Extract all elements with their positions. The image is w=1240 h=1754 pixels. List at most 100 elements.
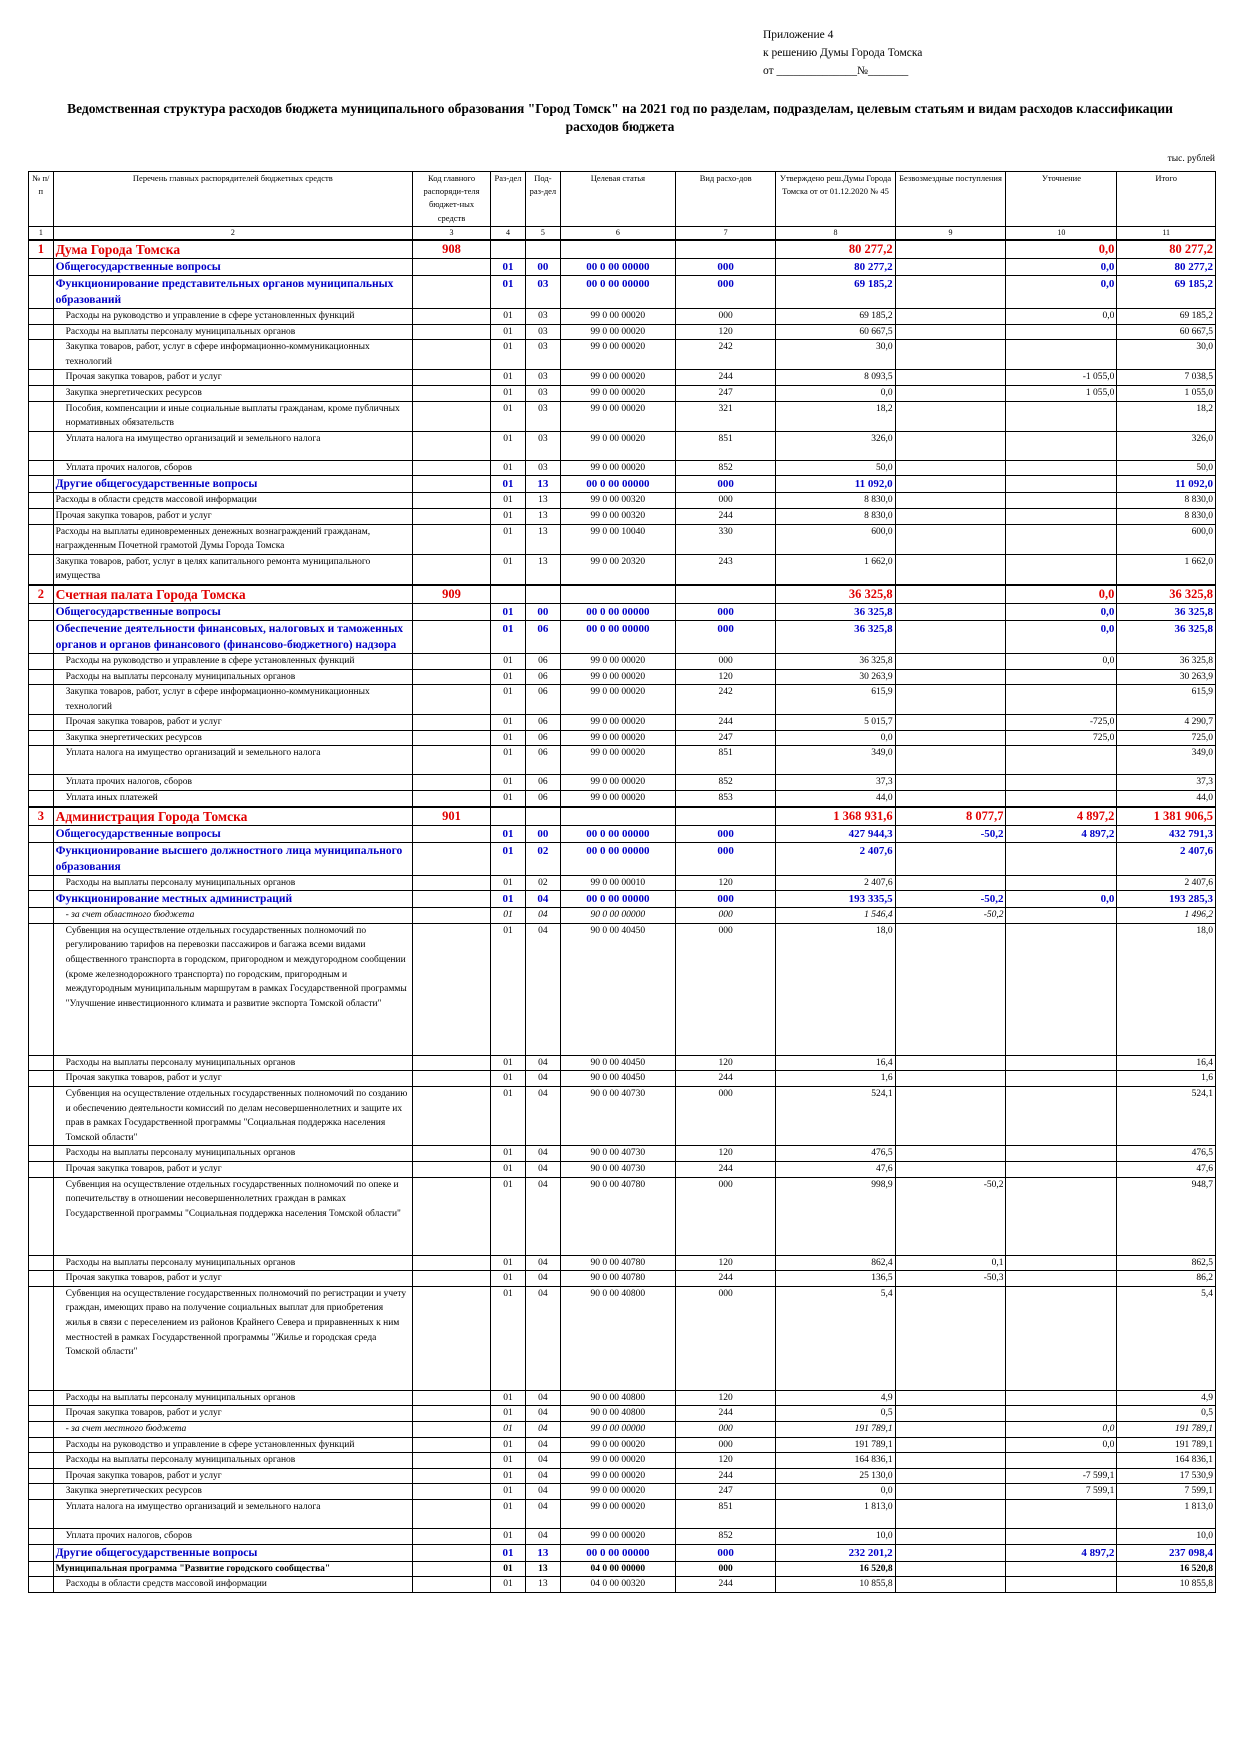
row-total-amount: 16 520,8 (1116, 1560, 1216, 1578)
row-target-article: 99 0 00 00020 (559, 430, 676, 461)
row-number (28, 729, 54, 747)
row-total-amount: 18,2 (1116, 400, 1216, 432)
row-number (28, 890, 54, 909)
row-number (28, 507, 54, 525)
row-number (28, 745, 54, 776)
row-total-amount: 191 789,1 (1116, 1436, 1216, 1454)
row-name: Пособия, компенсации и иные социальные в… (52, 400, 414, 432)
row-total-amount: 18,0 (1116, 922, 1216, 1056)
row-target-article: 90 0 00 40450 (559, 1070, 676, 1088)
row-expense-type: 853 (674, 790, 777, 808)
row-section: 01 (490, 602, 526, 621)
row-admin-code (412, 1270, 492, 1287)
row-section: 01 (490, 430, 526, 461)
row-expense-type: 000 (674, 1436, 777, 1454)
row-adjustment-amount (1005, 841, 1118, 876)
row-approved-amount: 36 325,8 (775, 652, 896, 670)
row-adjustment-amount (1005, 790, 1118, 808)
row-number (28, 308, 54, 325)
row-section: 01 (490, 507, 526, 525)
expense-row: Расходы на выплаты персоналу муниципальн… (28, 323, 1216, 341)
row-adjustment-amount: -7 599,1 (1005, 1467, 1118, 1485)
row-section: 01 (490, 459, 526, 477)
expense-row: Субвенция на осуществление отдельных гос… (28, 1086, 1216, 1147)
row-grants-amount: -50,2 (894, 824, 1007, 843)
row-approved-amount: 80 277,2 (775, 258, 896, 276)
row-adjustment-amount (1005, 553, 1118, 586)
row-total-amount: 7 038,5 (1116, 369, 1216, 386)
row-total-amount: 86,2 (1116, 1270, 1216, 1287)
row-total-amount: 36 325,8 (1116, 602, 1216, 621)
row-grants-amount (894, 400, 1007, 432)
col-number: 1 (28, 226, 54, 241)
row-name: Расходы на выплаты персоналу муниципальн… (52, 874, 414, 892)
row-approved-amount: 862,4 (775, 1254, 896, 1272)
row-name: Функционирование представительных органо… (52, 275, 414, 309)
row-adjustment-amount (1005, 1452, 1118, 1469)
row-expense-type: 120 (674, 323, 777, 341)
col-number: 9 (894, 226, 1007, 241)
row-adjustment-amount: 0,0 (1005, 258, 1118, 276)
row-subsection: 03 (524, 339, 561, 371)
row-admin-code (412, 1285, 492, 1391)
row-section: 01 (490, 1405, 526, 1422)
row-subsection: 06 (524, 652, 561, 670)
row-target-article: 99 0 00 00020 (559, 1436, 676, 1454)
row-total-amount: 5,4 (1116, 1285, 1216, 1391)
row-approved-amount: 18,0 (775, 922, 896, 1056)
row-total-amount: 7 599,1 (1116, 1483, 1216, 1500)
column-number-row: 1 2 3 4 5 6 7 8 9 10 11 (28, 226, 1216, 241)
row-target-article: 99 0 00 00020 (559, 1467, 676, 1485)
row-admin-code (412, 824, 492, 843)
row-section: 01 (490, 874, 526, 892)
row-approved-amount: 11 092,0 (775, 475, 896, 494)
row-target-article: 99 0 00 00020 (559, 745, 676, 776)
row-target-article: 99 0 00 00320 (559, 492, 676, 509)
row-section: 01 (490, 745, 526, 776)
row-approved-amount: 326,0 (775, 430, 896, 461)
expense-row: Прочая закупка товаров, работ и услуг 01 0… (28, 1467, 1216, 1485)
row-total-amount: 37,3 (1116, 774, 1216, 792)
row-adjustment-amount (1005, 1389, 1118, 1407)
row-section: 01 (490, 1145, 526, 1162)
row-grants-amount (894, 1405, 1007, 1422)
row-admin-code (412, 1560, 492, 1578)
row-total-amount: 2 407,6 (1116, 841, 1216, 876)
row-number (28, 1527, 54, 1545)
expense-row: Уплата прочих налогов, сборов 01 04 99 0 00… (28, 1527, 1216, 1545)
row-target-article: 90 0 00 40730 (559, 1161, 676, 1178)
row-name: Общегосударственные вопросы (52, 258, 414, 276)
section-row: Функционирование местных администраций 01… (28, 890, 1216, 909)
row-expense-type: 244 (674, 714, 777, 731)
row-number (28, 1576, 54, 1593)
expense-row: Прочая закупка товаров, работ и услуг 01 1… (28, 507, 1216, 525)
row-target-article: 99 0 00 00020 (559, 790, 676, 808)
row-grants-amount (894, 841, 1007, 876)
expense-row: Субвенция на осуществление отдельных гос… (28, 1176, 1216, 1256)
expense-row: Закупка энергетических ресурсов 01 04 99 0 … (28, 1483, 1216, 1500)
row-admin-code (412, 1498, 492, 1529)
organization-row: 1 Дума Города Томска 908 80 277,2 0,0 80 277,… (28, 239, 1216, 259)
expense-row: Прочая закупка товаров, работ и услуг 01 0… (28, 714, 1216, 731)
row-expense-type (674, 583, 777, 604)
row-adjustment-amount (1005, 774, 1118, 792)
row-grants-amount (894, 507, 1007, 525)
row-name: Общегосударственные вопросы (52, 824, 414, 843)
row-grants-amount (894, 619, 1007, 654)
row-subsection: 13 (524, 492, 561, 509)
row-expense-type: 120 (674, 1054, 777, 1072)
row-target-article: 90 0 00 40800 (559, 1389, 676, 1407)
row-name: Закупка товаров, работ, услуг в целях ка… (52, 553, 414, 586)
row-number (28, 1070, 54, 1088)
row-adjustment-amount (1005, 1405, 1118, 1422)
row-expense-type: 242 (674, 339, 777, 371)
row-total-amount: 237 098,4 (1116, 1543, 1216, 1562)
expense-row: Прочая закупка товаров, работ и услуг 01 0… (28, 1270, 1216, 1287)
row-subsection: 04 (524, 1467, 561, 1485)
row-name: Уплата налога на имущество организаций и… (52, 430, 414, 461)
row-section: 01 (490, 400, 526, 432)
row-section: 01 (490, 1054, 526, 1072)
row-target-article (559, 583, 676, 604)
row-total-amount: 1 813,0 (1116, 1498, 1216, 1529)
col-header-approved: Утверждено реш.Думы Города Томска от от … (775, 171, 896, 227)
